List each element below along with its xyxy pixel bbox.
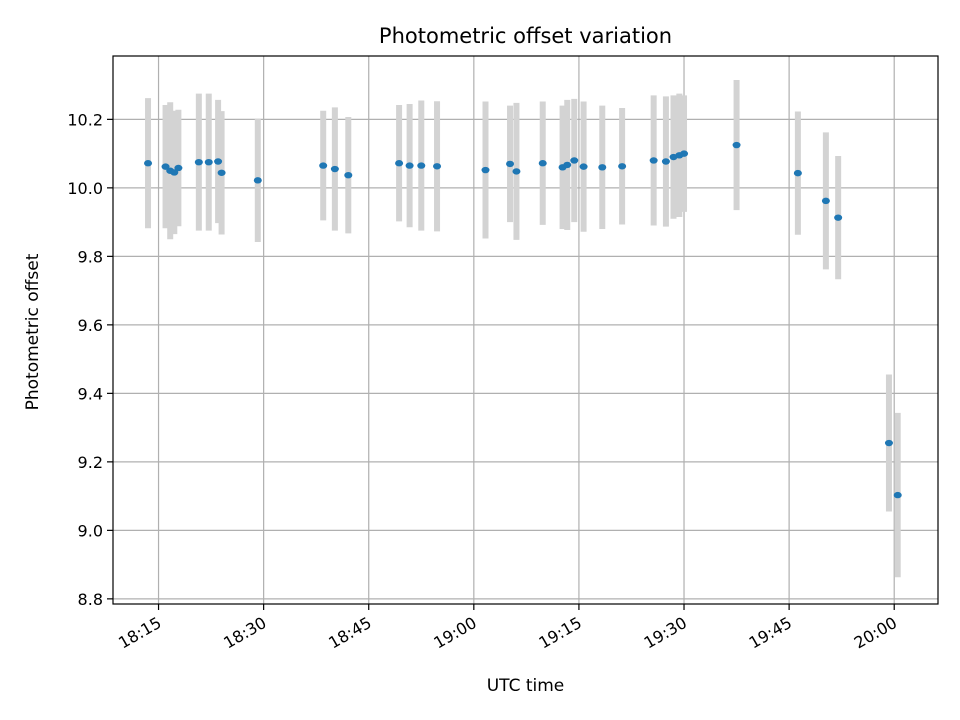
y-tick-label: 9.0 (78, 521, 103, 540)
data-point (144, 160, 153, 167)
data-point (680, 150, 689, 157)
y-tick-label: 9.8 (78, 247, 103, 266)
y-tick-label: 9.2 (78, 453, 103, 472)
plot-frame (112, 55, 939, 605)
y-tick-label: 10.0 (67, 179, 103, 198)
data-point (732, 141, 741, 149)
data-point (821, 197, 830, 205)
x-tick-label: 19:45 (746, 613, 795, 653)
data-point (661, 158, 670, 165)
x-tick-label: 19:00 (430, 613, 479, 653)
data-point (506, 160, 515, 168)
data-point (598, 164, 607, 171)
y-axis: 8.8 9.0 9.2 9.4 9.6 9.8 10.0 10.2 (67, 110, 113, 609)
data-points (144, 141, 902, 499)
data-point (253, 177, 262, 184)
data-point (417, 162, 426, 169)
data-point (570, 157, 579, 164)
data-point (893, 491, 902, 499)
data-point (618, 163, 627, 170)
data-point (214, 158, 223, 165)
y-tick-label: 9.6 (78, 316, 103, 335)
data-point (405, 162, 414, 169)
data-point (217, 169, 226, 176)
data-point (161, 163, 170, 170)
y-tick-label: 9.4 (78, 384, 103, 403)
x-tick-label: 18:30 (220, 613, 269, 653)
x-tick-label: 19:15 (535, 613, 584, 653)
data-point (512, 168, 521, 175)
data-point (194, 158, 203, 166)
data-point (170, 169, 179, 176)
data-point (319, 162, 328, 169)
y-tick-label: 8.8 (78, 590, 103, 609)
data-point (834, 214, 843, 221)
x-tick-label: 20:00 (851, 613, 900, 653)
data-point (433, 163, 442, 170)
x-axis: 18:15 18:30 18:45 19:00 19:15 19:30 19:45 20:00 (115, 604, 900, 653)
chart-title: Photometric offset variation (379, 24, 672, 48)
data-point (649, 157, 658, 164)
x-tick-label: 18:45 (325, 613, 374, 653)
data-point (344, 171, 353, 179)
y-tick-label: 10.2 (67, 110, 103, 129)
data-point (563, 161, 572, 169)
data-point (579, 163, 588, 170)
grid (113, 56, 938, 604)
data-point (793, 169, 802, 177)
x-tick-label: 18:15 (115, 613, 164, 653)
data-point (884, 439, 893, 447)
x-tick-label: 19:30 (641, 613, 690, 653)
y-axis-label: Photometric offset (23, 253, 43, 410)
data-point (204, 158, 213, 166)
data-point (481, 166, 490, 174)
data-point (174, 164, 183, 172)
x-axis-label: UTC time (487, 676, 565, 696)
data-point (330, 165, 339, 173)
data-point (395, 160, 404, 167)
data-point (538, 160, 547, 167)
error-bars (145, 79, 901, 578)
